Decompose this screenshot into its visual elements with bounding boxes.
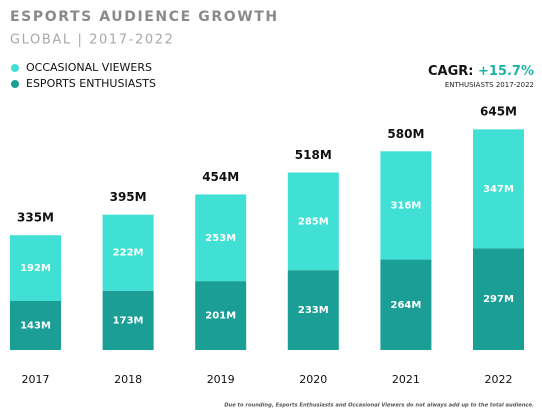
bar-value-label: 143M [20, 321, 51, 332]
cagr-note: ENTHUSIASTS 2017-2022 [445, 81, 534, 89]
bar-segment [380, 151, 432, 260]
bar-segment [10, 235, 61, 302]
legend-swatch [11, 80, 19, 88]
bar-value-label: 264M [390, 300, 421, 311]
legend-swatch [11, 64, 19, 72]
x-tick-label: 2021 [392, 373, 420, 386]
cagr-value: +15.7% [478, 64, 534, 79]
bar-value-label: 192M [20, 263, 51, 274]
x-tick-label: 2017 [22, 373, 50, 386]
bar-value-label: 297M [483, 294, 514, 305]
total-label: 454M [202, 170, 239, 184]
bar-value-label: 173M [113, 315, 144, 326]
cagr-label: CAGR: [428, 64, 473, 79]
x-tick-label: 2018 [114, 373, 142, 386]
bar-segment [195, 194, 247, 282]
bar-segment [473, 129, 524, 249]
x-tick-label: 2022 [485, 373, 513, 386]
bar-value-label: 347M [483, 184, 514, 195]
bar-value-label: 233M [298, 305, 329, 316]
total-label: 518M [295, 148, 332, 162]
chart-subtitle: GLOBAL | 2017-2022 [10, 33, 174, 48]
bar-value-label: 253M [205, 233, 236, 244]
bar-segment [287, 270, 339, 350]
bar-value-label: 285M [298, 216, 329, 227]
footnote: Due to rounding, Esports Enthusiasts and… [224, 403, 534, 409]
bar-segment [287, 172, 339, 271]
x-tick-label: 2019 [207, 373, 235, 386]
bar-segment [380, 259, 432, 350]
total-label: 335M [17, 211, 54, 225]
bar-segment [102, 214, 154, 291]
bar-segment [10, 301, 61, 350]
bar-segment [102, 290, 154, 350]
bar-segment [473, 248, 524, 350]
legend-label: ESPORTS ENTHUSIASTS [26, 77, 156, 90]
bar-value-label: 201M [205, 311, 236, 322]
bar-segment [195, 281, 247, 350]
chart-title: ESPORTS AUDIENCE GROWTH [10, 9, 279, 25]
bar-value-label: 222M [113, 248, 144, 259]
x-tick-label: 2020 [299, 373, 327, 386]
total-label: 645M [480, 105, 517, 119]
total-label: 395M [110, 190, 147, 204]
bar-value-label: 316M [390, 200, 421, 211]
total-label: 580M [387, 127, 424, 141]
cagr: CAGR: +15.7% [428, 64, 534, 79]
legend-label: OCCASIONAL VIEWERS [26, 61, 152, 74]
